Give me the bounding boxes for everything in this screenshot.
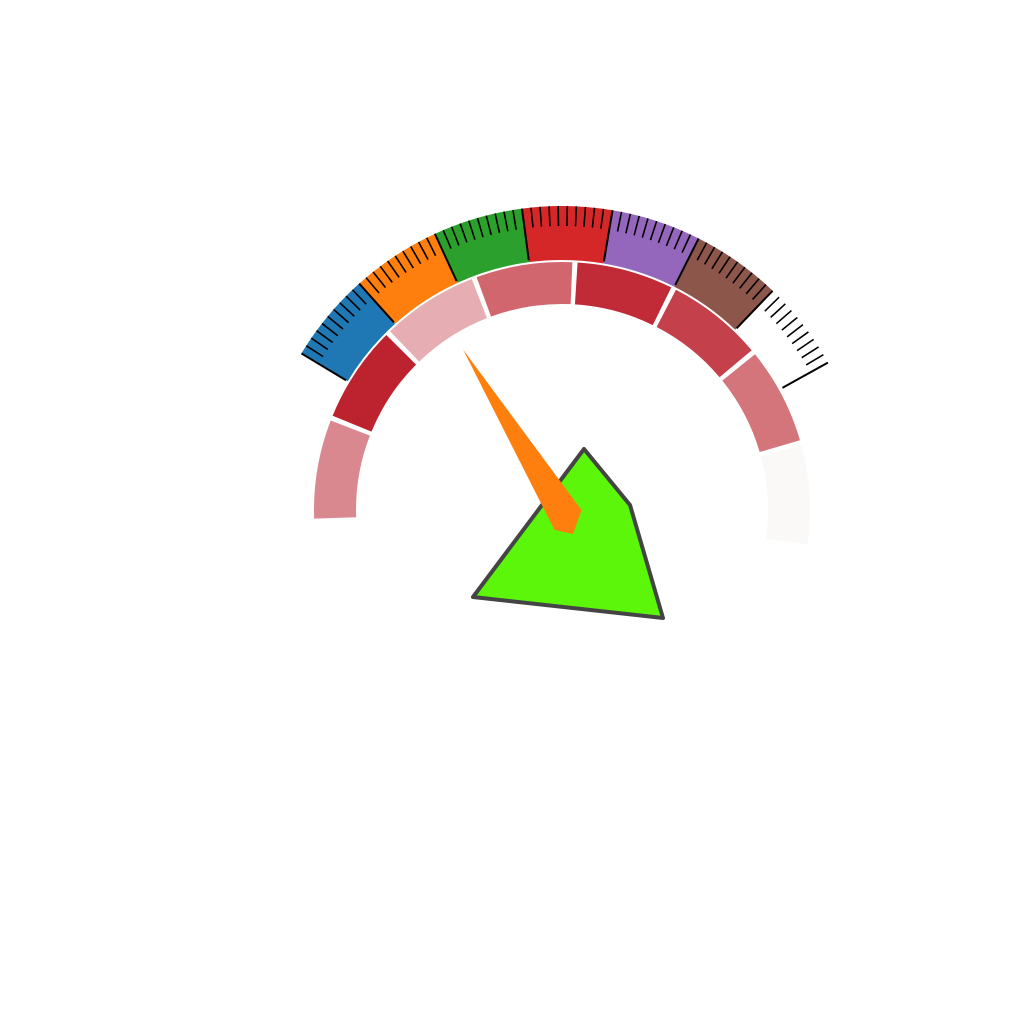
minor-tick <box>310 337 329 351</box>
minor-tick <box>770 303 786 318</box>
minor-tick <box>548 206 551 227</box>
minor-tick <box>738 272 753 289</box>
outer-band-segment <box>735 290 828 389</box>
minor-tick <box>316 330 334 344</box>
minor-tick <box>786 324 804 338</box>
inner-color-band <box>313 262 811 545</box>
minor-tick <box>333 308 350 324</box>
outer-band-segment <box>359 233 458 324</box>
minor-tick <box>409 245 422 265</box>
minor-tick <box>574 206 578 227</box>
gauge-hub <box>471 447 665 620</box>
minor-tick <box>476 217 484 238</box>
minor-tick <box>805 354 824 366</box>
minor-tick <box>781 316 798 331</box>
minor-tick <box>633 215 640 236</box>
minor-tick <box>372 271 387 289</box>
minor-tick <box>351 289 367 305</box>
major-tick <box>433 233 458 282</box>
minor-tick <box>775 309 792 325</box>
major-tick <box>300 352 347 382</box>
minor-tick <box>745 278 760 295</box>
inner-band-segment <box>656 289 752 378</box>
inner-band-segment <box>760 445 811 545</box>
inner-band-segment <box>390 279 487 362</box>
minor-tick <box>402 250 414 269</box>
minor-tick <box>459 223 468 243</box>
minor-tick <box>718 256 731 274</box>
minor-tick <box>751 284 767 300</box>
minor-tick <box>485 215 493 236</box>
minor-tick <box>591 207 596 228</box>
minor-tick <box>673 230 683 250</box>
minor-tick <box>583 206 587 227</box>
minor-tick <box>494 213 501 234</box>
outer-band-segment <box>301 283 396 382</box>
minor-tick <box>305 345 324 358</box>
minor-tick <box>732 266 746 284</box>
minor-tick <box>616 211 623 232</box>
minor-tick <box>764 296 780 312</box>
major-tick <box>520 208 530 261</box>
inner-band-segment <box>574 262 672 326</box>
minor-tick <box>539 206 543 227</box>
minor-tick <box>512 209 517 230</box>
minor-tick <box>711 251 724 270</box>
major-tick <box>674 238 700 286</box>
minor-tick <box>503 211 509 232</box>
minor-tick <box>796 338 815 352</box>
minor-tick <box>417 241 429 260</box>
minor-tick <box>339 302 355 317</box>
outer-color-band <box>301 205 828 389</box>
minor-tick <box>665 226 675 247</box>
inner-band-segment <box>722 354 800 453</box>
inner-band-segment <box>476 262 573 317</box>
inner-band-segment <box>332 334 417 432</box>
major-tick <box>781 361 829 389</box>
minor-tick <box>450 226 460 246</box>
outer-band-segment <box>674 238 773 330</box>
minor-tick <box>725 261 739 279</box>
minor-tick <box>657 223 667 244</box>
minor-tick <box>345 295 361 311</box>
minor-tick <box>365 277 380 294</box>
minor-tick <box>791 331 809 345</box>
minor-tick <box>641 218 649 238</box>
minor-tick <box>379 265 393 283</box>
minor-tick <box>703 246 716 265</box>
inner-band-segment <box>313 420 370 519</box>
minor-tick <box>321 322 339 337</box>
minor-tick <box>625 213 632 234</box>
minor-tick <box>530 207 534 228</box>
minor-tick <box>386 260 400 278</box>
major-tick <box>735 290 774 329</box>
minor-tick <box>327 315 344 330</box>
outer-band-segment <box>434 208 530 283</box>
minor-tick <box>600 208 605 229</box>
minor-tick <box>801 346 820 359</box>
tick-marks <box>300 206 829 389</box>
gauge-needle <box>463 349 582 534</box>
major-tick <box>358 282 395 323</box>
minor-tick <box>681 234 692 253</box>
minor-tick <box>425 237 437 257</box>
minor-tick <box>394 255 407 274</box>
minor-tick <box>468 220 476 240</box>
minor-tick <box>696 242 708 261</box>
outer-band-segment <box>521 205 613 264</box>
major-tick <box>602 210 614 262</box>
minor-tick <box>649 220 658 241</box>
minor-tick <box>442 229 452 249</box>
